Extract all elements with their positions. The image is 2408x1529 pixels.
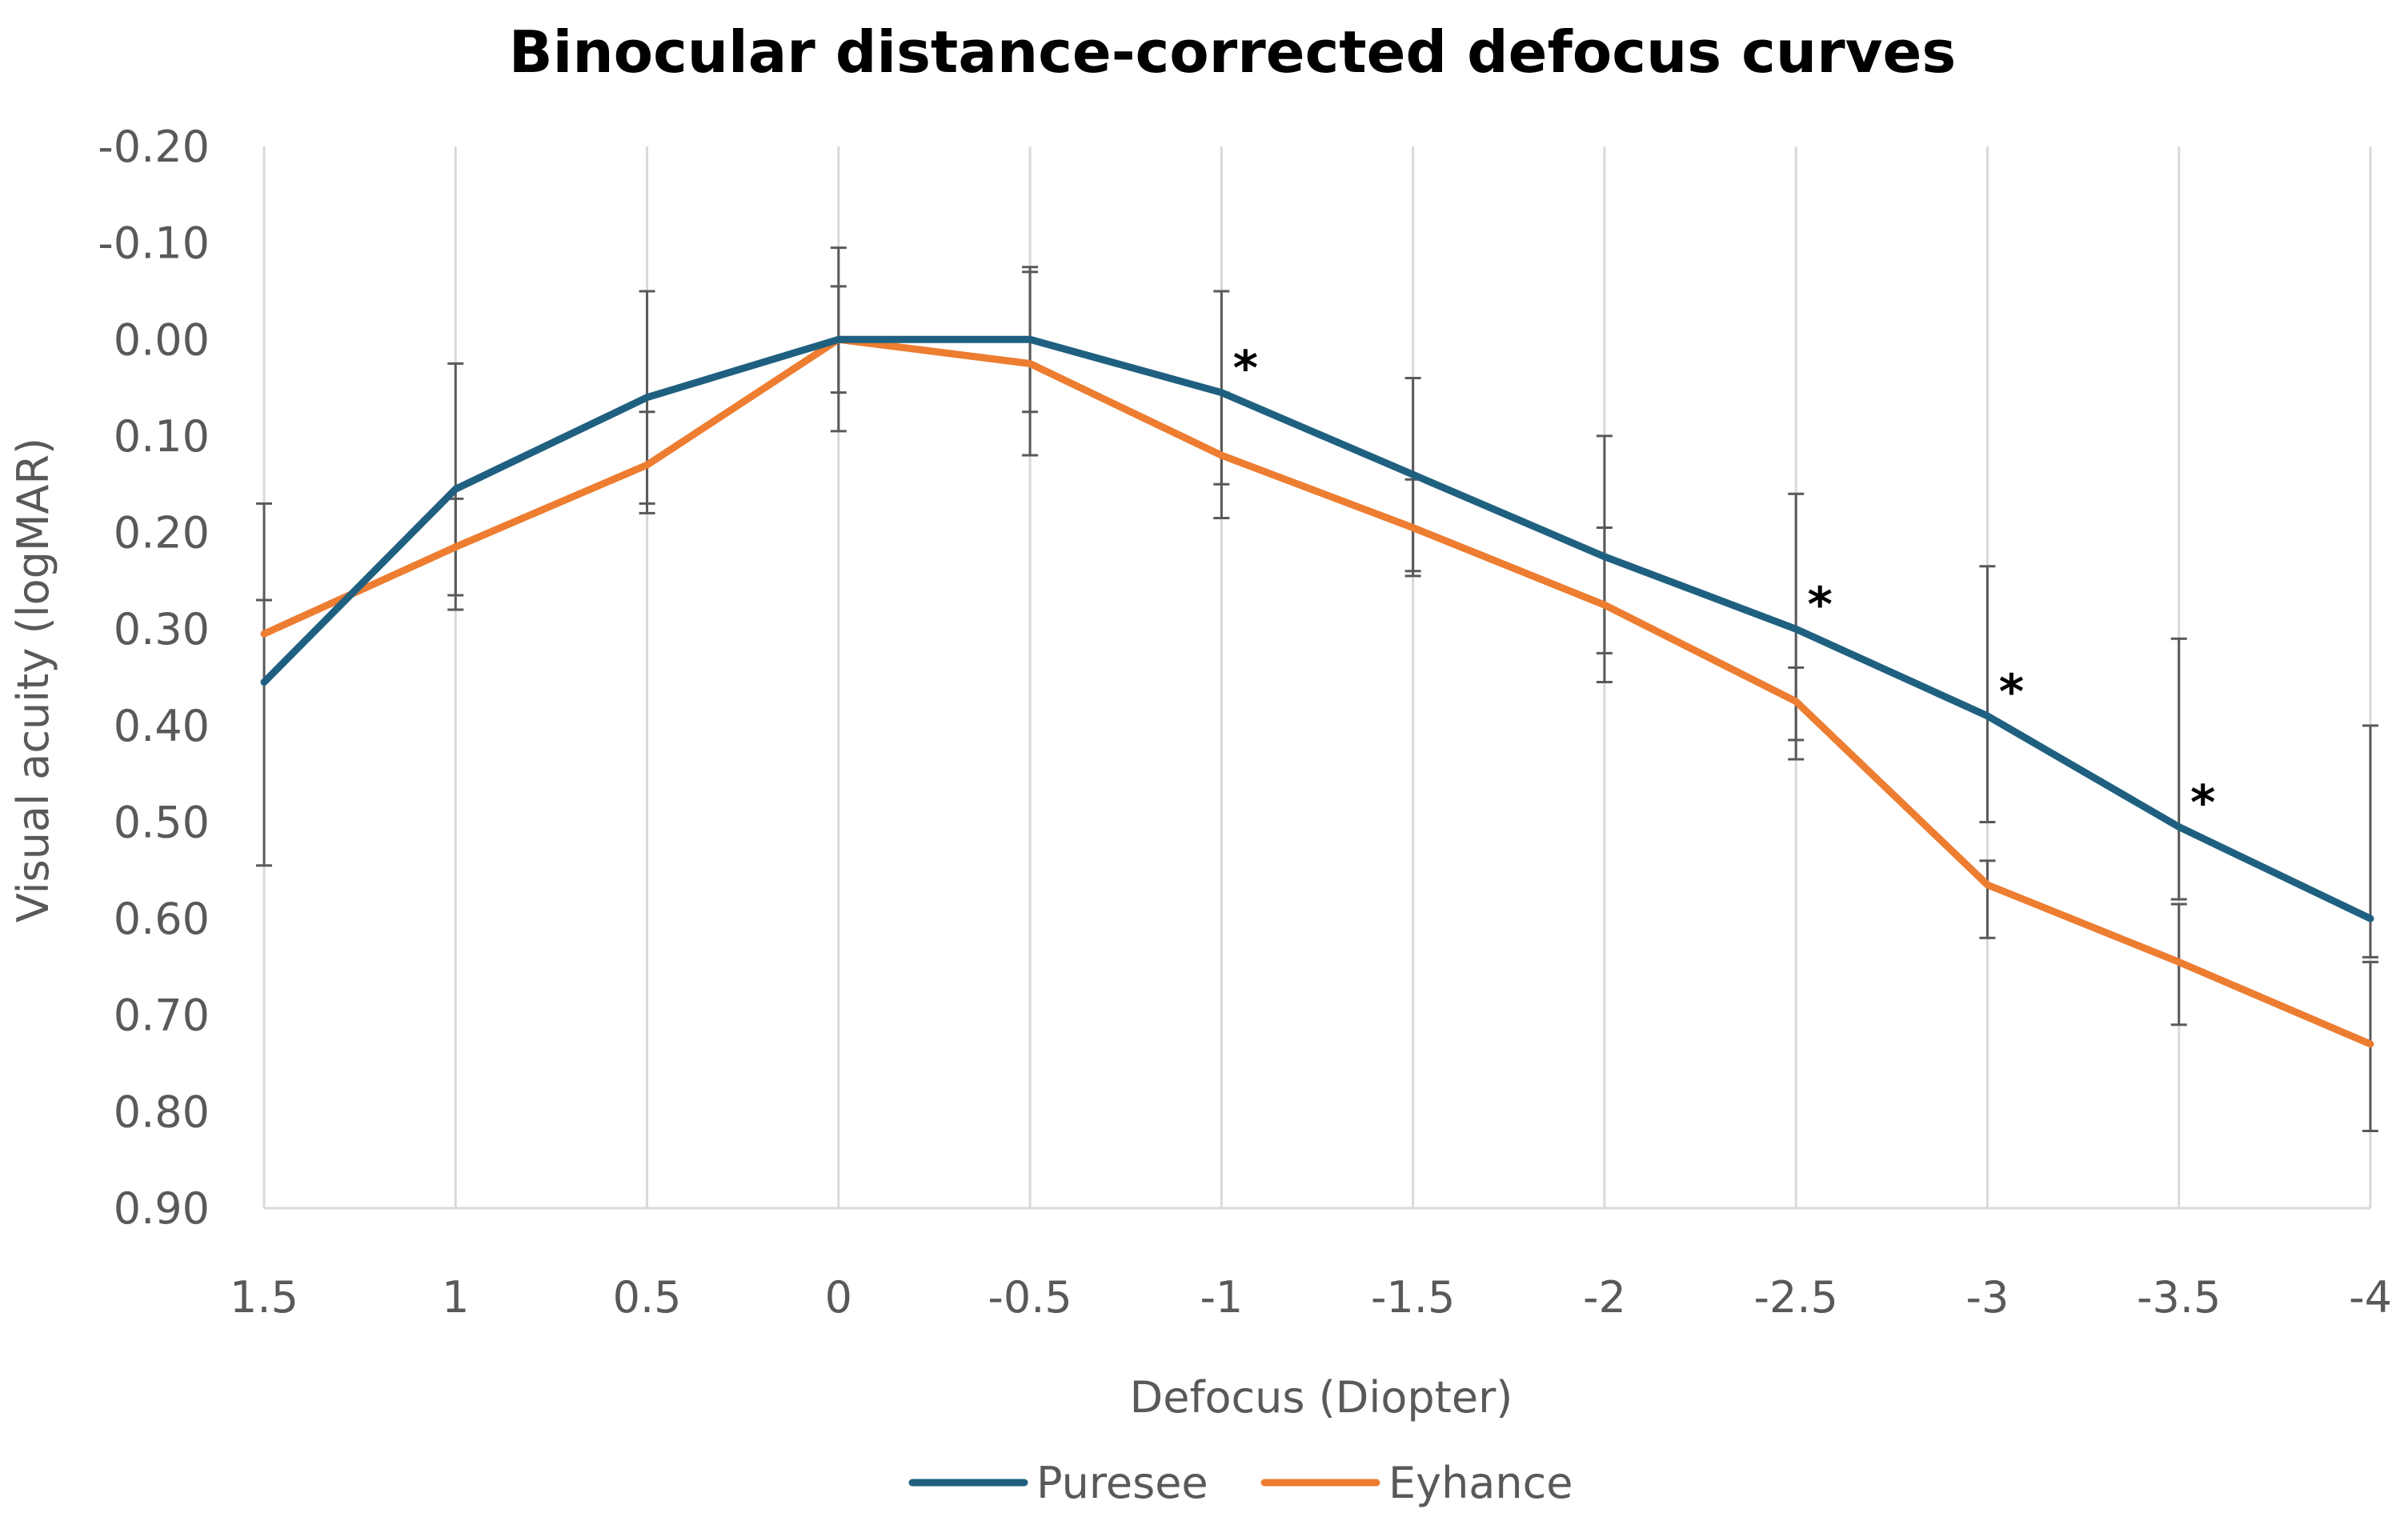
x-tick-label: -2	[1583, 1272, 1626, 1323]
grid-layer	[262, 146, 2372, 1208]
x-tick-label: 0	[825, 1272, 852, 1323]
x-tick-label: -2.5	[1753, 1272, 1837, 1323]
y-tick-label: 0.70	[114, 991, 210, 1041]
significance-marker: *	[2190, 775, 2215, 831]
chart-title: Binocular distance-corrected defocus cur…	[509, 18, 1956, 86]
x-tick-label: -3	[1966, 1272, 2009, 1323]
y-tick-label: 0.10	[114, 411, 210, 462]
x-tick-label: 0.5	[613, 1272, 682, 1323]
x-tick-label: -4	[2349, 1272, 2392, 1323]
x-tick-label: -1	[1200, 1272, 1243, 1323]
x-tick-label: 1	[442, 1272, 469, 1323]
significance-markers: * * * *	[1233, 341, 2216, 831]
significance-marker: *	[1807, 577, 1832, 633]
y-tick-label: 0.20	[114, 508, 210, 558]
legend: Puresee Eyhance	[908, 1458, 1573, 1508]
x-tick-label: -3.5	[2137, 1272, 2221, 1323]
x-tick-label: -0.5	[988, 1272, 1072, 1323]
significance-marker: *	[1999, 664, 2024, 720]
legend-label-puresee: Puresee	[1036, 1458, 1208, 1508]
y-tick-label: 0.90	[114, 1183, 210, 1234]
series-line-eyhance	[260, 335, 2374, 1048]
x-tick-label: -1.5	[1371, 1272, 1455, 1323]
error-bars	[256, 246, 2378, 1132]
y-tick-label: 0.50	[114, 797, 210, 847]
y-axis-title: Visual acuity (logMAR)	[8, 438, 58, 923]
x-axis-title: Defocus (Diopter)	[1130, 1372, 1513, 1423]
x-tick-labels: 1.5 1 0.5 0 -0.5 -1 -1.5 -2 -2.5 -3 -3.5 -4	[230, 1272, 2392, 1323]
y-tick-label: 0.00	[114, 314, 210, 365]
x-tick-label: 1.5	[230, 1272, 298, 1323]
y-tick-label: 0.30	[114, 604, 210, 654]
y-tick-label: -0.20	[98, 122, 210, 172]
y-tick-label: -0.10	[98, 218, 210, 269]
y-tick-label: 0.40	[114, 701, 210, 751]
legend-label-eyhance: Eyhance	[1388, 1458, 1573, 1508]
series-line-puresee	[260, 335, 2374, 923]
significance-marker: *	[1233, 341, 1258, 397]
y-tick-label: 0.60	[114, 894, 210, 944]
y-tick-label: 0.80	[114, 1087, 210, 1137]
series-lines	[260, 335, 2374, 1048]
y-tick-labels: -0.20 -0.10 0.00 0.10 0.20 0.30 0.40 0.50 0.60 0.…	[98, 122, 210, 1234]
